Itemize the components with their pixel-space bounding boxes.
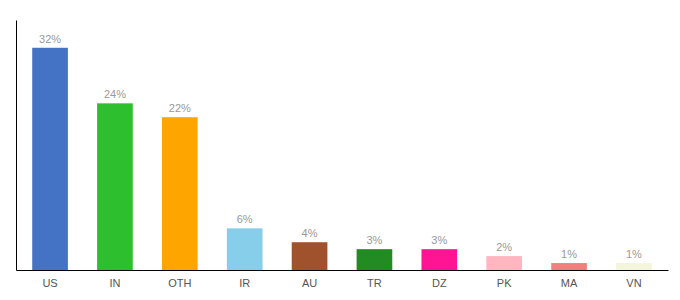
- data-label: 4%: [302, 227, 318, 239]
- data-label: 1%: [626, 248, 642, 260]
- x-tick-label: OTH: [168, 277, 191, 289]
- data-label: 6%: [237, 213, 253, 225]
- data-label: 3%: [366, 234, 382, 246]
- x-tick-label: AU: [302, 277, 317, 289]
- x-tick: VN: [626, 277, 641, 289]
- bar: [292, 242, 328, 270]
- x-tick-label: MA: [561, 277, 578, 289]
- bar: [616, 263, 652, 270]
- x-tick: DZ: [432, 277, 447, 289]
- x-tick: OTH: [168, 277, 191, 289]
- x-tick-label: TR: [367, 277, 382, 289]
- x-tick-label: DZ: [432, 277, 447, 289]
- y-axis-line: [16, 21, 17, 271]
- chart: US IN OTH IR AU TR DZ PK MA VN 32% 24% 22% 6% 4% 3% 3% 2%…: [0, 0, 680, 300]
- data-label: 22%: [169, 102, 191, 114]
- x-tick: AU: [302, 277, 317, 289]
- x-tick-label: IR: [239, 277, 250, 289]
- data-label: 3%: [431, 234, 447, 246]
- x-tick: TR: [367, 277, 382, 289]
- x-tick: MA: [561, 277, 578, 289]
- x-tick: PK: [497, 277, 512, 289]
- data-label: 32%: [39, 33, 61, 45]
- bar: [227, 228, 263, 270]
- plot: US IN OTH IR AU TR DZ PK MA VN 32% 24% 22% 6% 4% 3% 3% 2%…: [17, 21, 669, 289]
- x-tick-label: VN: [626, 277, 641, 289]
- bar: [551, 263, 587, 270]
- bars: [32, 48, 652, 270]
- x-tick-label: US: [42, 277, 57, 289]
- x-tick-label: IN: [109, 277, 120, 289]
- x-axis: US IN OTH IR AU TR DZ PK MA VN: [17, 271, 669, 289]
- data-labels: 32% 24% 22% 6% 4% 3% 3% 2% 1% 1%: [39, 33, 642, 260]
- bar: [421, 249, 457, 270]
- y-axis: [16, 21, 17, 271]
- data-label: 1%: [561, 248, 577, 260]
- x-tick: IN: [109, 277, 120, 289]
- x-tick: US: [42, 277, 57, 289]
- bar: [486, 256, 522, 270]
- x-axis-line: [17, 270, 669, 271]
- x-tick: IR: [239, 277, 250, 289]
- bar: [162, 117, 198, 270]
- bar: [357, 249, 393, 270]
- x-tick-label: PK: [497, 277, 512, 289]
- bar: [97, 103, 133, 270]
- data-label: 2%: [496, 241, 512, 253]
- bar: [32, 48, 68, 270]
- data-label: 24%: [104, 88, 126, 100]
